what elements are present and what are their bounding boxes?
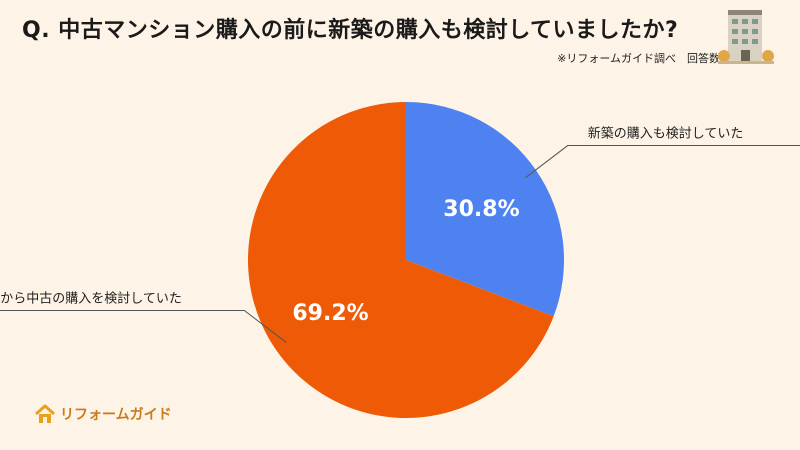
callout-line-2 [0, 309, 287, 343]
house-icon [35, 404, 55, 423]
callout-line-1 [525, 145, 800, 178]
pie-slice-1 [406, 102, 564, 317]
brand-logo: リフォームガイド [34, 404, 172, 424]
slice-category-label-2: 初めから中古の購入を検討していた [0, 290, 182, 306]
building-illustration [718, 10, 774, 64]
slice-value-label-1: 30.8% [443, 197, 519, 222]
slice-value-label-2: 69.2% [292, 301, 368, 326]
survey-note: ※リフォームガイド調べ 回答数198人 [557, 52, 752, 65]
slice-category-label-1: 新築の購入も検討していた [588, 126, 744, 142]
pie-slice-2 [248, 102, 554, 418]
chart-title: Q. 中古マンション購入の前に新築の購入も検討していましたか? [22, 18, 679, 43]
logo-text: リフォームガイド [60, 407, 172, 423]
